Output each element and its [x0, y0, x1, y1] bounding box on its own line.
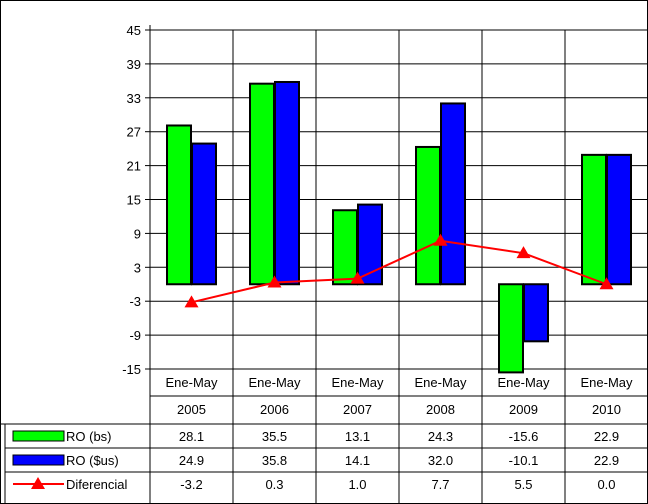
y-tick-label: 39	[127, 57, 141, 72]
category-label-line2: 2006	[260, 402, 289, 417]
table-value: 35.5	[262, 429, 287, 444]
table-value: -15.6	[509, 429, 539, 444]
y-tick-label: 15	[127, 193, 141, 208]
bar-ro-bs	[415, 145, 441, 286]
diferencial-line	[184, 233, 614, 308]
y-tick-label: 33	[127, 91, 141, 106]
category-label-line1: Ene-May	[331, 375, 384, 390]
table-value: 22.9	[594, 453, 619, 468]
category-label-line2: 2008	[426, 402, 455, 417]
table-value: 0.0	[597, 477, 615, 492]
y-tick-label: -9	[129, 328, 141, 343]
table-value: 7.7	[431, 477, 449, 492]
diferencial-line-path	[191, 239, 607, 304]
table-value: 13.1	[345, 429, 370, 444]
category-label-line2: 2005	[177, 402, 206, 417]
table-value: 22.9	[594, 429, 619, 444]
table-value: 24.3	[428, 429, 453, 444]
table-value: -3.2	[180, 477, 202, 492]
table-value: -10.1	[509, 453, 539, 468]
bar-ro-usd	[357, 203, 383, 286]
diferencial-marker	[184, 295, 199, 308]
y-axis: 45 39 33 27 21 15 9 3 -3 -9 -15	[122, 23, 151, 377]
legend-label: RO ($us)	[66, 453, 119, 468]
category-label-line1: Ene-May	[248, 375, 301, 390]
diferencial-marker	[350, 271, 365, 284]
diferencial-marker	[516, 246, 531, 259]
bar-ro-usd	[274, 80, 300, 286]
y-tick-label: 21	[127, 159, 141, 174]
y-tick-label: 45	[127, 23, 141, 38]
bar-ro-bs	[332, 209, 358, 286]
y-tick-label: 27	[127, 125, 141, 140]
gridlines	[149, 29, 648, 504]
y-tick-label: 3	[134, 260, 141, 275]
legend-label: RO (bs)	[66, 429, 112, 444]
table-value: 5.5	[514, 477, 532, 492]
category-label-line2: 2010	[592, 402, 621, 417]
bar-ro-bs	[249, 82, 275, 286]
y-tick-label: 9	[134, 226, 141, 241]
category-label-line1: Ene-May	[414, 375, 467, 390]
table-value: 0.3	[265, 477, 283, 492]
legend-key-ro-bs	[12, 430, 65, 442]
table-value: 35.8	[262, 453, 287, 468]
diferencial-marker	[267, 275, 282, 288]
bar-ro-usd	[523, 283, 549, 343]
bar-ro-bs	[581, 153, 607, 286]
bars	[166, 80, 632, 374]
bar-ro-usd	[191, 142, 217, 286]
bar-ro-bs	[498, 283, 524, 374]
category-label-line2: 2007	[343, 402, 372, 417]
bar-ro-usd	[440, 102, 466, 286]
table-value: 24.9	[179, 453, 204, 468]
category-label-line1: Ene-May	[580, 375, 633, 390]
table-value: 28.1	[179, 429, 204, 444]
diferencial-marker	[433, 233, 448, 246]
table-value: 14.1	[345, 453, 370, 468]
category-label-line1: Ene-May	[165, 375, 218, 390]
y-tick-label: -15	[122, 362, 141, 377]
category-label-line2: 2009	[509, 402, 538, 417]
bar-ro-usd	[606, 153, 632, 286]
table-value: 32.0	[428, 453, 453, 468]
legend-key-ro-usd	[12, 454, 65, 466]
category-label-line1: Ene-May	[497, 375, 550, 390]
data-table: Ene-May 2005 Ene-May 2006 Ene-May 2007 Ene-May…	[0, 375, 648, 504]
legend-key-diferencial-marker	[31, 477, 45, 489]
table-value: 1.0	[348, 477, 366, 492]
bar-ro-bs	[166, 124, 192, 286]
y-tick-label: -3	[129, 294, 141, 309]
legend-label: Diferencial	[66, 477, 128, 492]
diferencial-marker	[599, 277, 614, 290]
